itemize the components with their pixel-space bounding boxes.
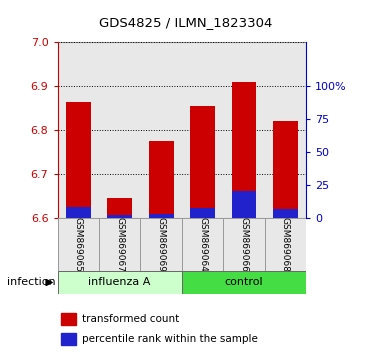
- Bar: [107, 215, 132, 218]
- Bar: [149, 214, 174, 218]
- Bar: [149, 141, 174, 218]
- Text: GSM869068: GSM869068: [281, 217, 290, 272]
- Bar: [58, 218, 99, 271]
- Bar: [182, 218, 223, 271]
- Bar: [60, 333, 76, 346]
- Bar: [58, 271, 182, 294]
- Text: GSM869067: GSM869067: [115, 217, 124, 272]
- Text: GSM869064: GSM869064: [198, 217, 207, 272]
- Bar: [60, 313, 76, 325]
- Text: influenza A: influenza A: [88, 277, 151, 287]
- Text: percentile rank within the sample: percentile rank within the sample: [82, 335, 258, 344]
- Bar: [223, 218, 265, 271]
- Text: GSM869065: GSM869065: [74, 217, 83, 272]
- Text: infection: infection: [7, 278, 56, 287]
- Text: control: control: [224, 277, 263, 287]
- Text: transformed count: transformed count: [82, 314, 179, 324]
- Bar: [232, 192, 256, 218]
- Bar: [140, 218, 182, 271]
- Bar: [232, 82, 256, 218]
- Bar: [273, 121, 298, 218]
- Bar: [190, 208, 215, 218]
- Text: GDS4825 / ILMN_1823304: GDS4825 / ILMN_1823304: [99, 16, 272, 29]
- Bar: [265, 218, 306, 271]
- Bar: [273, 209, 298, 218]
- Bar: [190, 106, 215, 218]
- Bar: [66, 102, 91, 218]
- Bar: [99, 42, 140, 218]
- Bar: [223, 42, 265, 218]
- Bar: [107, 198, 132, 218]
- Bar: [182, 271, 306, 294]
- Text: GSM869069: GSM869069: [157, 217, 165, 272]
- Bar: [182, 42, 223, 218]
- Bar: [58, 42, 99, 218]
- Bar: [99, 218, 140, 271]
- Bar: [66, 207, 91, 218]
- Text: GSM869066: GSM869066: [239, 217, 249, 272]
- Bar: [140, 42, 182, 218]
- Bar: [265, 42, 306, 218]
